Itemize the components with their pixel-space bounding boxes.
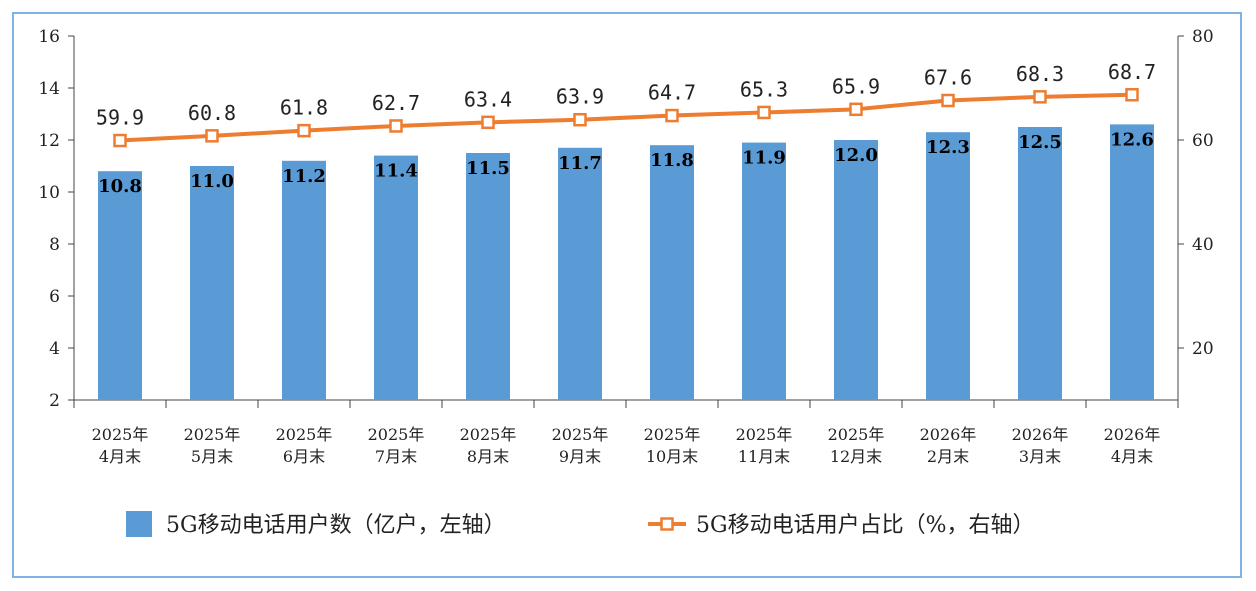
- line-data-label: 68.7: [1108, 60, 1156, 84]
- bar: [834, 140, 878, 400]
- legend-line-marker: [660, 517, 674, 531]
- line-data-label: 62.7: [372, 91, 420, 115]
- bar-data-label: 12.0: [834, 145, 878, 166]
- bar: [926, 132, 970, 400]
- line-data-label: 65.3: [740, 77, 788, 101]
- line-data-label: 61.8: [280, 96, 328, 120]
- line-marker: [1033, 90, 1047, 104]
- line-marker: [849, 102, 863, 117]
- line-marker: [573, 112, 587, 127]
- right-tick-label: 20: [1192, 339, 1214, 359]
- left-tick-label: 12: [38, 131, 60, 151]
- bar-data-label: 11.2: [282, 166, 326, 187]
- left-tick-label: 4: [49, 339, 60, 359]
- legend-bar-label: 5G移动电话用户数（亿户，左轴）: [166, 513, 506, 538]
- line-marker: [757, 105, 771, 120]
- line-marker: [481, 115, 495, 130]
- line-data-label: 60.8: [188, 101, 236, 125]
- line-marker: [665, 108, 679, 123]
- legend: 5G移动电话用户数（亿户，左轴） 5G移动电话用户占比（%，右轴）: [126, 511, 1034, 538]
- left-tick-label: 16: [38, 27, 60, 47]
- bar-data-label: 12.6: [1110, 129, 1154, 150]
- bar-data-label: 11.7: [558, 153, 602, 174]
- bar-data-label: 11.0: [190, 171, 234, 192]
- line-data-label: 64.7: [648, 81, 696, 105]
- left-tick-label: 2: [49, 391, 60, 411]
- left-tick-label: 6: [49, 287, 60, 307]
- bar: [282, 160, 326, 400]
- bar: [466, 153, 510, 400]
- x-tick-label: 2025年 6月末: [276, 425, 333, 466]
- line-data-label: 65.9: [832, 74, 880, 98]
- x-tick-label: 2025年 9月末: [552, 425, 609, 466]
- bar: [558, 147, 602, 400]
- bar-data-label: 10.8: [98, 176, 142, 197]
- bar: [98, 171, 142, 400]
- line-data-label: 63.4: [464, 87, 512, 111]
- line-data-label: 67.6: [924, 65, 972, 89]
- left-tick-label: 8: [49, 235, 60, 255]
- x-tick-label: 2025年 11月末: [736, 425, 793, 466]
- bar: [742, 142, 786, 400]
- line-path: [119, 92, 1133, 143]
- bar-data-label: 11.4: [374, 161, 418, 182]
- line-marker: [113, 133, 127, 148]
- line-data-label: 63.9: [556, 85, 604, 109]
- bar: [374, 155, 418, 400]
- line-marker: [205, 129, 219, 143]
- left-tick-label: 10: [38, 183, 60, 203]
- bar-data-label: 12.5: [1018, 132, 1062, 153]
- x-tick-label: 2026年 2月末: [920, 425, 977, 466]
- bars: 10.8 11.0 11.2 11.4 11.5 11.7 11.8 11.9 12.0 12.3…: [98, 124, 1154, 401]
- bar: [650, 145, 694, 400]
- bar-data-label: 11.5: [466, 158, 510, 179]
- x-tick-label: 2025年 12月末: [828, 425, 885, 466]
- x-tick-label: 2025年 10月末: [644, 425, 701, 466]
- x-tick-label: 2025年 7月末: [368, 425, 425, 466]
- bar-data-label: 11.8: [650, 150, 694, 171]
- x-tick-label: 2026年 4月末: [1104, 425, 1161, 466]
- line-marker: [297, 123, 311, 138]
- right-tick-label: 80: [1192, 27, 1214, 47]
- bar-data-label: 11.9: [742, 148, 786, 169]
- bar: [1018, 127, 1062, 400]
- line-series: 59.9 60.8 61.8 62.7 63.4 63.9 64.7 65.3 65.9 67.6…: [96, 60, 1156, 148]
- line-marker: [389, 119, 403, 133]
- left-tick-label: 14: [38, 79, 60, 99]
- x-tick-label: 2025年 4月末: [92, 425, 149, 466]
- line-data-label: 68.3: [1016, 62, 1064, 86]
- bar-data-label: 12.3: [926, 137, 970, 158]
- bar: [1110, 124, 1154, 401]
- x-tick-label: 2026年 3月末: [1012, 425, 1069, 466]
- x-tick-label: 2025年 8月末: [460, 425, 517, 466]
- line-marker: [1125, 88, 1139, 102]
- bar: [190, 166, 234, 400]
- right-tick-label: 40: [1192, 235, 1214, 255]
- right-tick-label: 60: [1192, 131, 1214, 151]
- x-tick-label: 2025年 5月末: [184, 425, 241, 466]
- legend-bar-swatch: [126, 511, 152, 537]
- legend-line-label: 5G移动电话用户占比（%，右轴）: [696, 513, 1034, 538]
- line-marker: [941, 93, 955, 108]
- axes: 2 4 6 8 10 12 14 16 20 40 60 80 2025年 4月末 2025年 5月末 2025…: [38, 27, 1213, 466]
- line-data-label: 59.9: [96, 106, 144, 130]
